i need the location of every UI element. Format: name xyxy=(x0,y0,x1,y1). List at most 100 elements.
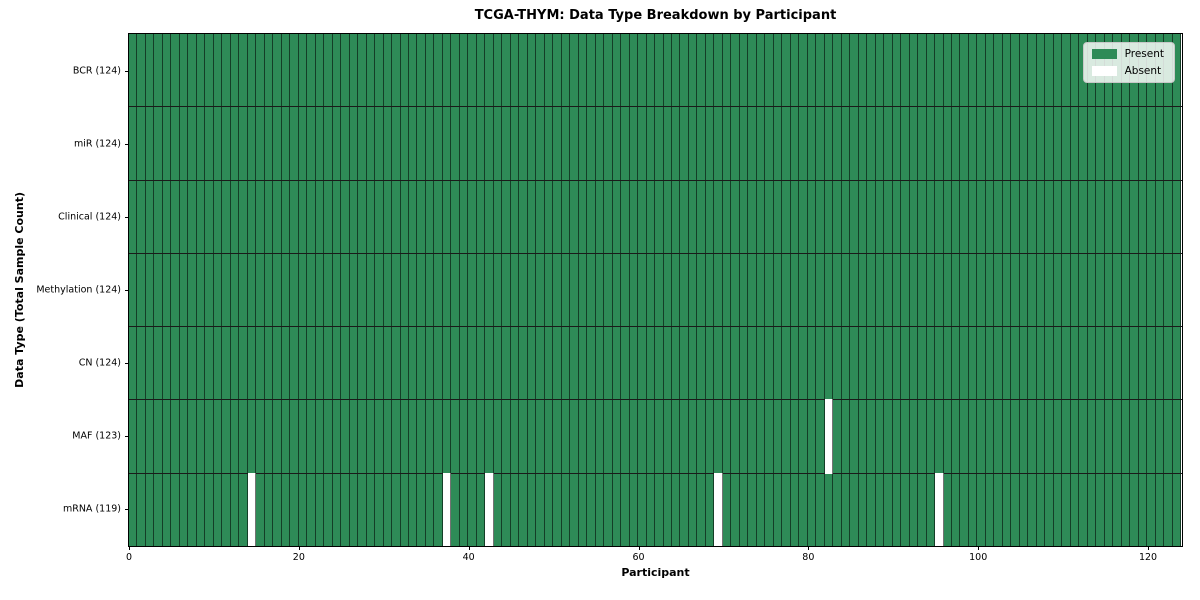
heatmap-cell-absent xyxy=(485,472,494,546)
x-tick-label: 100 xyxy=(969,552,988,563)
heatmap-cell-present xyxy=(977,34,986,107)
heatmap-cell-present xyxy=(1062,473,1071,546)
heatmap-cell-present xyxy=(748,473,757,546)
heatmap-cell-present xyxy=(1002,107,1012,180)
heatmap-cell-present xyxy=(926,180,936,253)
heatmap-cell-present xyxy=(392,180,401,253)
heatmap-cell-present xyxy=(459,34,469,107)
heatmap-cell-present xyxy=(731,400,740,473)
heatmap-cell-present xyxy=(1138,253,1148,327)
heatmap-cell-present xyxy=(425,34,435,107)
heatmap-cell-present xyxy=(392,400,401,473)
heatmap-cell-present xyxy=(714,107,723,180)
heatmap-cell-present xyxy=(510,327,520,400)
heatmap-cell-present xyxy=(807,473,817,546)
heatmap-cell-present xyxy=(349,473,359,546)
heatmap-cell-present xyxy=(782,473,791,546)
heatmap-cell-present xyxy=(680,107,689,180)
heatmap-cell-present xyxy=(604,180,613,253)
heatmap-cell-present xyxy=(604,327,613,400)
heatmap-cell-absent xyxy=(935,472,944,546)
heatmap-cell-present xyxy=(790,327,800,400)
heatmap-cell-present xyxy=(1019,400,1029,473)
heatmap-cell-present xyxy=(408,107,418,180)
heatmap-cell-present xyxy=(833,253,842,327)
heatmap-cell-present xyxy=(222,107,231,180)
heatmap-cell-present xyxy=(485,34,494,107)
heatmap-cell-present xyxy=(561,34,571,107)
heatmap-cell-present xyxy=(951,180,961,253)
heatmap-cell-present xyxy=(1113,107,1122,180)
heatmap-cell-present xyxy=(705,34,715,107)
heatmap-cell-present xyxy=(672,400,681,473)
heatmap-cell-present xyxy=(1053,473,1063,546)
plot-area: Present Absent 0 20 40 60 80 100 120 BCR (124) m… xyxy=(36,33,1183,563)
heatmap-cell-present xyxy=(417,107,426,180)
heatmap-cell-present xyxy=(578,473,588,546)
heatmap-cell-present xyxy=(1147,180,1156,253)
heatmap-cell-present xyxy=(519,253,528,327)
heatmap-cell-present xyxy=(833,473,842,546)
heatmap-cell-present xyxy=(578,180,588,253)
heatmap-cell-present xyxy=(290,253,299,327)
heatmap-cell-present xyxy=(281,253,291,327)
heatmap-cell-present xyxy=(765,400,774,473)
heatmap-cell-present xyxy=(722,327,732,400)
heatmap-cell-present xyxy=(264,400,274,473)
heatmap-cell-present xyxy=(281,473,291,546)
heatmap-cell-present xyxy=(281,34,291,107)
heatmap-cell-present xyxy=(994,327,1003,400)
heatmap-cell-present xyxy=(705,400,715,473)
heatmap-cell-present xyxy=(205,107,214,180)
heatmap-cell-absent xyxy=(442,472,452,546)
y-tick-label-mrna: mRNA (119) xyxy=(62,503,121,515)
heatmap-cell-present xyxy=(324,400,333,473)
heatmap-cell-present xyxy=(476,34,486,107)
heatmap-cell-present xyxy=(222,400,231,473)
heatmap-cell-present xyxy=(960,400,969,473)
heatmap-cell-present xyxy=(892,327,902,400)
heatmap-cell-present xyxy=(281,327,291,400)
heatmap-cell-present xyxy=(918,253,927,327)
heatmap-cell-present xyxy=(179,34,189,107)
heatmap-cell-present xyxy=(960,180,969,253)
heatmap-cell-present xyxy=(578,400,588,473)
heatmap-cell-present xyxy=(909,473,919,546)
heatmap-cell-present xyxy=(129,180,138,253)
heatmap-cell-present xyxy=(951,400,961,473)
heatmap-cell-present xyxy=(1164,107,1173,180)
heatmap-cell-present xyxy=(375,107,384,180)
heatmap-cell-present xyxy=(307,473,316,546)
heatmap-cell-present xyxy=(994,34,1003,107)
heatmap-cell-present xyxy=(1079,400,1088,473)
heatmap-cell-present xyxy=(1147,473,1156,546)
heatmap-cell-present xyxy=(383,473,393,546)
heatmap-cell-present xyxy=(595,473,605,546)
heatmap-cell-present xyxy=(1164,180,1173,253)
heatmap-cell-present xyxy=(392,327,401,400)
heatmap-cell-present xyxy=(171,180,180,253)
heatmap-cell-present xyxy=(1045,400,1054,473)
heatmap-cell-present xyxy=(884,327,893,400)
heatmap-cell-present xyxy=(765,327,774,400)
heatmap-cell-present xyxy=(884,34,893,107)
heatmap-cell-present xyxy=(434,327,443,400)
heatmap-cell-present xyxy=(1070,180,1080,253)
heatmap-cell-present xyxy=(833,400,842,473)
heatmap-cell-present xyxy=(408,253,418,327)
heatmap-cell-present xyxy=(1019,473,1029,546)
x-tick-mark xyxy=(298,546,300,550)
heatmap-cell-present xyxy=(273,107,282,180)
heatmap-row-cn xyxy=(129,326,1182,400)
heatmap-cell-present xyxy=(985,253,995,327)
heatmap-cell-present xyxy=(273,180,282,253)
heatmap-cell-present xyxy=(790,400,800,473)
heatmap-cell-present xyxy=(892,400,902,473)
heatmap-cell-present xyxy=(570,253,579,327)
heatmap-cell-present xyxy=(765,473,774,546)
heatmap-cell-present xyxy=(544,180,554,253)
heatmap-cell-present xyxy=(298,107,308,180)
heatmap-cell-present xyxy=(349,107,359,180)
heatmap-cell-present xyxy=(672,107,681,180)
